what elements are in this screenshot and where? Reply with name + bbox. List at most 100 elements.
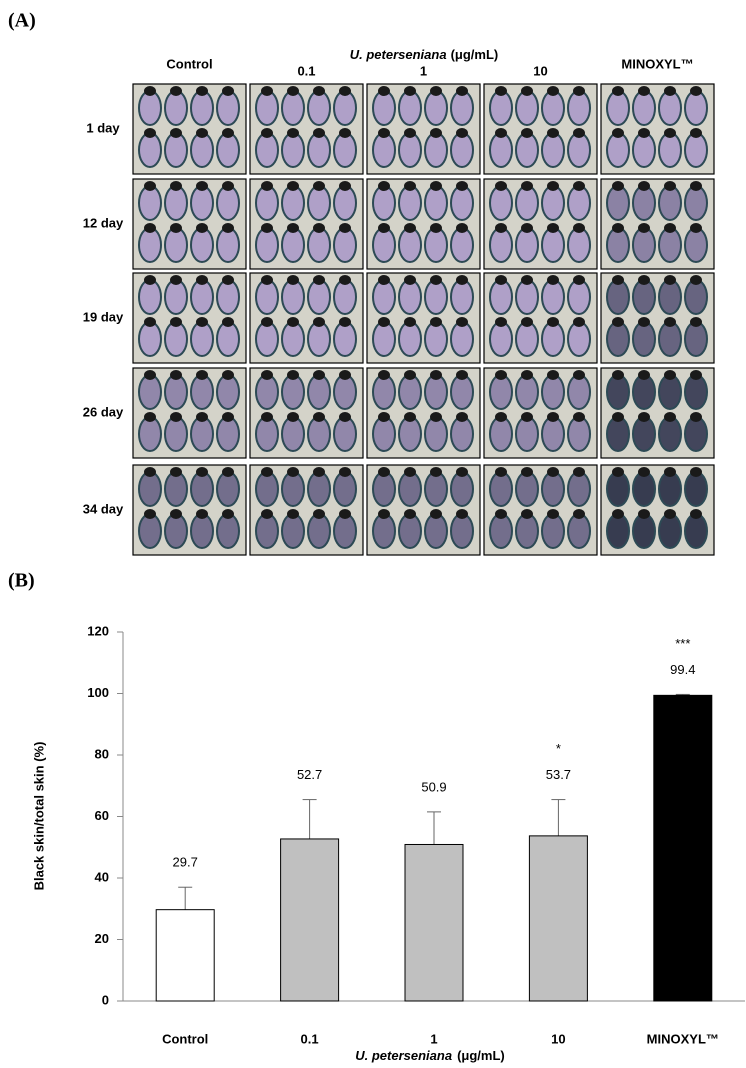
x-tick-label: 10 bbox=[551, 1031, 565, 1046]
mouse bbox=[606, 321, 630, 357]
mouse-head bbox=[170, 370, 182, 380]
value-label: 53.7 bbox=[546, 767, 571, 782]
photo bbox=[600, 464, 715, 556]
mouse-head bbox=[222, 467, 234, 477]
mouse-head bbox=[547, 370, 559, 380]
mouse bbox=[190, 416, 214, 452]
mouse-head bbox=[261, 275, 273, 285]
mouse bbox=[307, 132, 331, 168]
mouse bbox=[450, 132, 474, 168]
photo bbox=[132, 367, 247, 459]
mouse bbox=[255, 471, 279, 507]
mouse bbox=[541, 321, 565, 357]
mouse bbox=[281, 321, 305, 357]
mouse-head bbox=[456, 317, 468, 327]
mouse bbox=[450, 185, 474, 221]
mouse-head bbox=[573, 317, 585, 327]
mouse bbox=[216, 227, 240, 263]
mouse-head bbox=[612, 370, 624, 380]
x-group-name: U. peterseniana bbox=[355, 1048, 452, 1063]
row-label: 1 day bbox=[86, 120, 120, 135]
photo bbox=[366, 367, 481, 459]
mouse-head bbox=[664, 509, 676, 519]
mouse bbox=[489, 416, 513, 452]
mouse-head bbox=[456, 128, 468, 138]
mouse-head bbox=[378, 86, 390, 96]
bar bbox=[280, 838, 340, 1002]
mouse bbox=[398, 185, 422, 221]
mouse bbox=[450, 374, 474, 410]
mouse bbox=[398, 416, 422, 452]
photo bbox=[600, 272, 715, 364]
mouse bbox=[658, 374, 682, 410]
mouse bbox=[684, 416, 708, 452]
mouse-head bbox=[339, 86, 351, 96]
mouse-head bbox=[430, 509, 442, 519]
mouse bbox=[632, 132, 656, 168]
mouse bbox=[515, 227, 539, 263]
mouse-head bbox=[170, 86, 182, 96]
mouse-head bbox=[339, 128, 351, 138]
mouse bbox=[307, 321, 331, 357]
mouse bbox=[372, 185, 396, 221]
mouse bbox=[450, 416, 474, 452]
mouse-head bbox=[573, 86, 585, 96]
mouse bbox=[164, 132, 188, 168]
mouse bbox=[632, 513, 656, 549]
mouse bbox=[632, 185, 656, 221]
column-label: 0.1 bbox=[297, 63, 315, 78]
mouse bbox=[515, 132, 539, 168]
mouse-head bbox=[547, 467, 559, 477]
mouse bbox=[398, 90, 422, 126]
mouse bbox=[372, 471, 396, 507]
mouse-head bbox=[313, 317, 325, 327]
mouse bbox=[606, 374, 630, 410]
mouse bbox=[190, 321, 214, 357]
mouse bbox=[567, 279, 591, 315]
mouse bbox=[541, 279, 565, 315]
mouse bbox=[281, 132, 305, 168]
photo bbox=[249, 83, 364, 175]
mouse bbox=[333, 374, 357, 410]
mouse bbox=[541, 416, 565, 452]
mouse-head bbox=[287, 128, 299, 138]
mouse bbox=[684, 471, 708, 507]
mouse-head bbox=[638, 181, 650, 191]
mouse-head bbox=[404, 128, 416, 138]
mouse bbox=[632, 279, 656, 315]
mouse-head bbox=[573, 412, 585, 422]
mouse bbox=[515, 374, 539, 410]
mouse-head bbox=[287, 223, 299, 233]
mouse-head bbox=[690, 317, 702, 327]
mouse bbox=[190, 90, 214, 126]
value-label: 50.9 bbox=[421, 779, 446, 794]
mouse bbox=[216, 471, 240, 507]
group-unit: (μg/mL) bbox=[451, 47, 499, 62]
mouse-head bbox=[378, 370, 390, 380]
mouse-head bbox=[547, 275, 559, 285]
mouse-head bbox=[690, 128, 702, 138]
mouse bbox=[489, 513, 513, 549]
mouse bbox=[424, 513, 448, 549]
mouse-head bbox=[690, 509, 702, 519]
mouse-head bbox=[690, 275, 702, 285]
mouse-head bbox=[690, 181, 702, 191]
mouse-head bbox=[573, 370, 585, 380]
mouse-head bbox=[456, 467, 468, 477]
x-tick-label: 1 bbox=[430, 1031, 437, 1046]
mouse bbox=[632, 374, 656, 410]
mouse bbox=[684, 132, 708, 168]
mouse bbox=[281, 416, 305, 452]
mouse-head bbox=[430, 223, 442, 233]
mouse-head bbox=[170, 128, 182, 138]
mouse-head bbox=[261, 181, 273, 191]
mouse bbox=[255, 90, 279, 126]
mouse bbox=[489, 374, 513, 410]
mouse bbox=[398, 132, 422, 168]
mouse-head bbox=[261, 370, 273, 380]
mouse-head bbox=[664, 223, 676, 233]
mouse bbox=[658, 513, 682, 549]
mouse bbox=[333, 227, 357, 263]
mouse-head bbox=[638, 223, 650, 233]
